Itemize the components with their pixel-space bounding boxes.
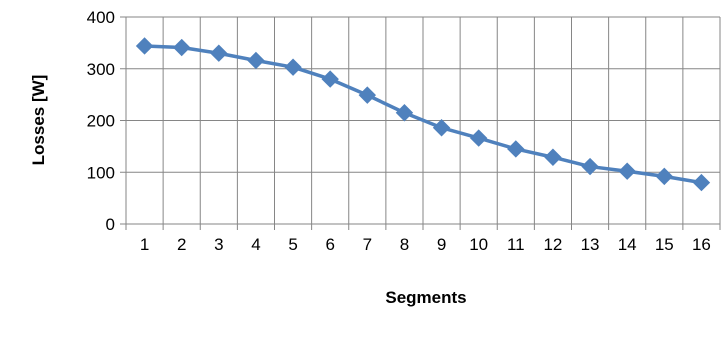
data-point-marker xyxy=(358,86,377,104)
x-tick-label: 7 xyxy=(363,235,372,254)
x-tick-label: 1 xyxy=(140,235,149,254)
y-axis-title: Losses [W] xyxy=(29,75,48,166)
data-point-marker xyxy=(432,119,451,137)
x-tick-label: 4 xyxy=(251,235,260,254)
data-point-marker xyxy=(135,37,154,55)
x-tick-label: 6 xyxy=(325,235,334,254)
x-tick-label: 12 xyxy=(543,235,562,254)
data-point-marker xyxy=(247,51,265,70)
x-tick-label: 13 xyxy=(581,235,600,254)
data-point-marker xyxy=(284,58,302,76)
data-point-marker xyxy=(692,173,711,192)
axis-layer xyxy=(120,16,721,230)
x-tick-label: 3 xyxy=(214,235,223,254)
data-point-marker xyxy=(544,148,562,166)
y-tick-label: 400 xyxy=(87,8,115,27)
y-tick-label: 0 xyxy=(106,215,115,234)
x-tick-label: 15 xyxy=(655,235,674,254)
y-tick-label: 100 xyxy=(87,163,115,182)
data-point-marker xyxy=(321,70,339,88)
x-tick-label: 14 xyxy=(618,235,637,254)
data-point-marker xyxy=(210,44,228,62)
x-tick-label: 8 xyxy=(400,235,409,254)
y-tick-label: 200 xyxy=(87,112,115,131)
x-tick-label: 11 xyxy=(507,235,525,254)
data-point-marker xyxy=(618,162,636,180)
data-point-marker xyxy=(581,157,599,176)
x-tick-label: 10 xyxy=(469,235,488,254)
x-tick-label: 16 xyxy=(692,235,711,254)
x-tick-label: 2 xyxy=(177,235,186,254)
data-point-marker xyxy=(655,167,674,186)
data-point-marker xyxy=(172,38,191,57)
series-line-0 xyxy=(144,44,702,185)
y-tick-label: 300 xyxy=(87,60,115,79)
x-tick-label: 9 xyxy=(437,235,446,254)
data-point-marker xyxy=(507,140,525,158)
x-tick-label: 5 xyxy=(288,235,297,254)
data-point-marker xyxy=(469,129,488,147)
data-point-marker xyxy=(395,104,414,122)
x-axis-title: Segments xyxy=(385,288,466,307)
series-layer xyxy=(135,37,711,192)
